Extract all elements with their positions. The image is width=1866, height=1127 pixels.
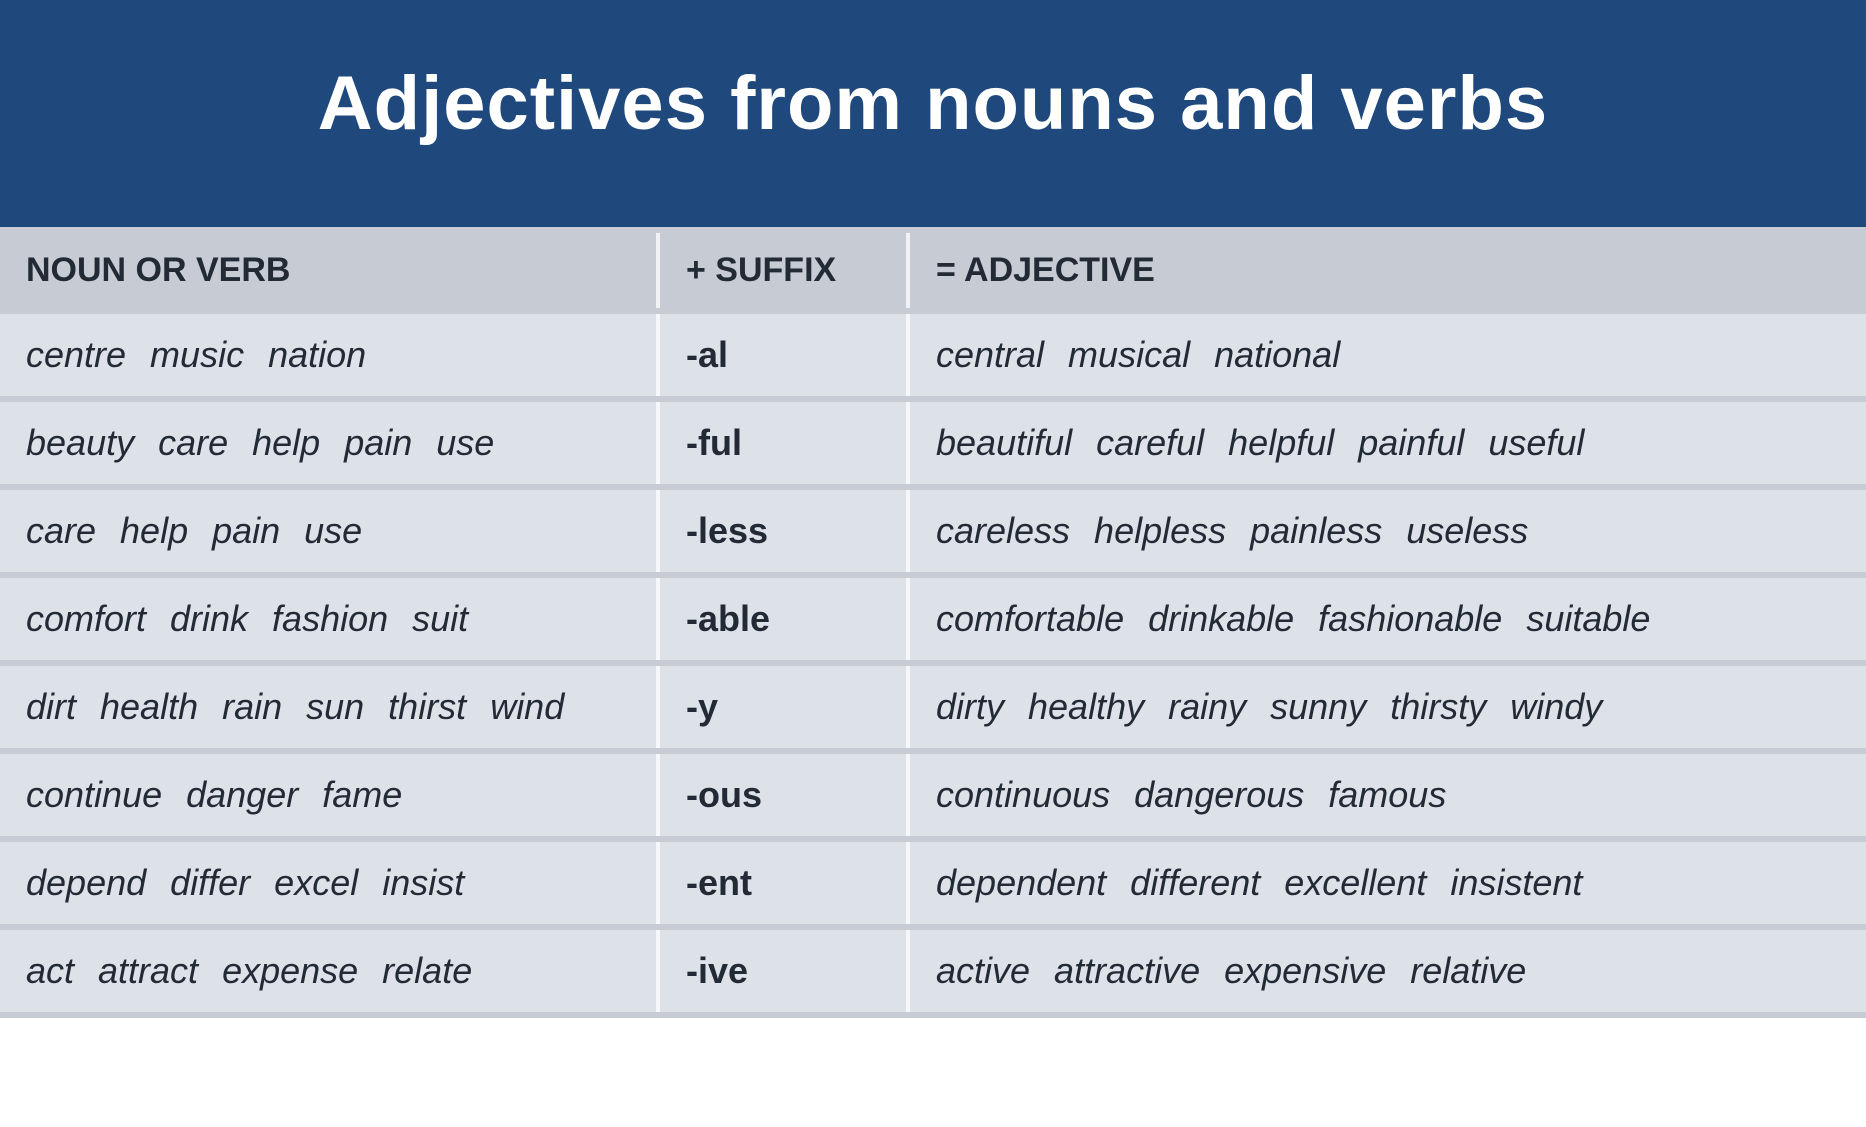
cell-adjective: comfortable drinkable fashionable suitab… bbox=[910, 578, 1866, 660]
suffix-table: NOUN OR VERB + SUFFIX = ADJECTIVE centre… bbox=[0, 227, 1866, 1018]
page-title: Adjectives from nouns and verbs bbox=[40, 60, 1826, 147]
cell-noun-verb: care help pain use bbox=[0, 490, 660, 572]
table-row: dirt health rain sun thirst wind -y dirt… bbox=[0, 666, 1866, 748]
cell-adjective: active attractive expensive relative bbox=[910, 930, 1866, 1012]
page: Adjectives from nouns and verbs NOUN OR … bbox=[0, 0, 1866, 1018]
col-header-suffix: + SUFFIX bbox=[660, 233, 910, 308]
cell-suffix: -ive bbox=[660, 930, 910, 1012]
table-header-row: NOUN OR VERB + SUFFIX = ADJECTIVE bbox=[0, 233, 1866, 308]
table-row: act attract expense relate -ive active a… bbox=[0, 930, 1866, 1012]
cell-noun-verb: comfort drink fashion suit bbox=[0, 578, 660, 660]
col-header-noun-verb: NOUN OR VERB bbox=[0, 233, 660, 308]
cell-suffix: -able bbox=[660, 578, 910, 660]
cell-noun-verb: continue danger fame bbox=[0, 754, 660, 836]
cell-suffix: -less bbox=[660, 490, 910, 572]
cell-suffix: -ous bbox=[660, 754, 910, 836]
title-bar: Adjectives from nouns and verbs bbox=[0, 0, 1866, 227]
cell-adjective: continuous dangerous famous bbox=[910, 754, 1866, 836]
cell-suffix: -ful bbox=[660, 402, 910, 484]
table-row: beauty care help pain use -ful beautiful… bbox=[0, 402, 1866, 484]
cell-adjective: dependent different excellent insistent bbox=[910, 842, 1866, 924]
cell-noun-verb: dirt health rain sun thirst wind bbox=[0, 666, 660, 748]
cell-suffix: -al bbox=[660, 314, 910, 396]
cell-noun-verb: depend differ excel insist bbox=[0, 842, 660, 924]
cell-noun-verb: act attract expense relate bbox=[0, 930, 660, 1012]
col-header-adjective: = ADJECTIVE bbox=[910, 233, 1866, 308]
cell-adjective: beautiful careful helpful painful useful bbox=[910, 402, 1866, 484]
cell-noun-verb: beauty care help pain use bbox=[0, 402, 660, 484]
table-row: continue danger fame -ous continuous dan… bbox=[0, 754, 1866, 836]
table-row: centre music nation -al central musical … bbox=[0, 314, 1866, 396]
cell-adjective: dirty healthy rainy sunny thirsty windy bbox=[910, 666, 1866, 748]
table-row: depend differ excel insist -ent dependen… bbox=[0, 842, 1866, 924]
cell-noun-verb: centre music nation bbox=[0, 314, 660, 396]
cell-suffix: -y bbox=[660, 666, 910, 748]
cell-adjective: careless helpless painless useless bbox=[910, 490, 1866, 572]
table-row: comfort drink fashion suit -able comfort… bbox=[0, 578, 1866, 660]
table-row: care help pain use -less careless helple… bbox=[0, 490, 1866, 572]
cell-adjective: central musical national bbox=[910, 314, 1866, 396]
cell-suffix: -ent bbox=[660, 842, 910, 924]
